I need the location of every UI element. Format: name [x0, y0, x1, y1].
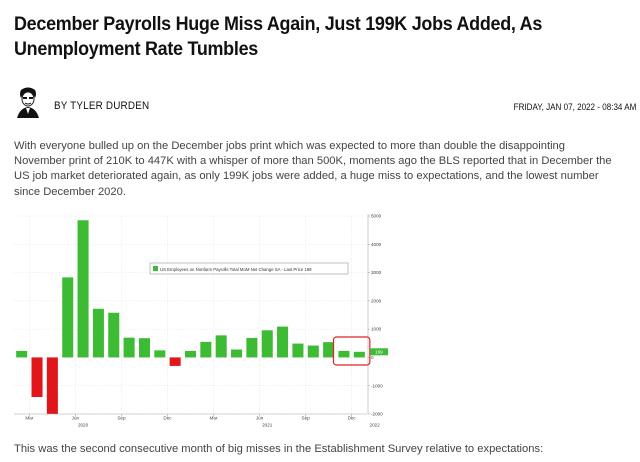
- chart-bar: [292, 343, 304, 358]
- chart-bar: [353, 351, 365, 358]
- x-tick-label: Sep: [302, 416, 311, 421]
- y-tick-label: 5000: [371, 214, 382, 219]
- chart-bar: [200, 341, 212, 358]
- chart-bar: [123, 337, 135, 358]
- chart-bar: [77, 220, 89, 358]
- x-tick-label: Jun: [72, 416, 80, 421]
- page-title: December Payrolls Huge Miss Again, Just …: [14, 13, 543, 60]
- chart-legend: US Employees on Nonfarm Payrolls Total M…: [149, 262, 349, 275]
- chart-bar: [62, 277, 74, 358]
- x-year-label: 2022: [370, 423, 381, 428]
- legend-swatch: [153, 266, 158, 271]
- article-paragraph: With everyone bulled up on the December …: [14, 140, 612, 198]
- chart-bar: [277, 326, 289, 358]
- article-paragraph-2: This was the second consecutive month of…: [14, 443, 544, 455]
- x-tick-label: Dec: [163, 416, 172, 421]
- x-tick-label: Jun: [256, 416, 264, 421]
- chart-x-axis: Mar Jun Sep Dec Mar Jun Sep Dec 2020 2021 2022: [14, 413, 381, 428]
- chart-bar: [184, 350, 197, 358]
- legend-label: US Employees on Nonfarm Payrolls Total M…: [160, 267, 312, 272]
- chart-y-axis: 5000 4000 3000 2000 1000 0 -1000 -2000: [367, 214, 383, 417]
- last-value-text: 199: [375, 349, 383, 354]
- chart-bar: [307, 345, 319, 358]
- chart-bar: [154, 350, 166, 358]
- chart-bar: [46, 357, 58, 414]
- chart-bar: [169, 357, 181, 366]
- chart-bar: [338, 350, 350, 358]
- x-year-label: 2021: [262, 423, 273, 428]
- chart-bar: [215, 335, 227, 358]
- chart-bar: [246, 337, 258, 358]
- chart-bar: [108, 312, 120, 358]
- payrolls-bar-chart: 5000 4000 3000 2000 1000 0 -1000 -2000 Mar Jun Se…: [12, 210, 390, 432]
- x-tick-label: Sep: [117, 416, 126, 421]
- y-tick-label: 1000: [371, 327, 382, 332]
- publish-date: FRIDAY, JAN 07, 2022 - 08:34 AM: [513, 102, 636, 113]
- chart-bars: [16, 220, 365, 414]
- author-byline[interactable]: BY TYLER DURDEN: [54, 100, 150, 112]
- chart-bar: [92, 308, 104, 358]
- author-avatar[interactable]: [14, 86, 42, 118]
- chart-bar: [231, 349, 243, 358]
- y-tick-label: 2000: [371, 298, 382, 303]
- y-tick-label: -1000: [371, 383, 383, 388]
- y-tick-label: 0: [371, 355, 374, 360]
- last-price-label: 199: [370, 348, 388, 356]
- y-tick-label: 4000: [371, 242, 382, 247]
- chart-bar: [138, 338, 150, 358]
- december-highlight-box: [332, 336, 371, 366]
- chart-bar: [323, 342, 335, 358]
- x-tick-label: Dec: [348, 416, 357, 421]
- y-tick-label: 3000: [371, 270, 382, 275]
- chart-bar: [261, 330, 273, 358]
- y-tick-label: -2000: [371, 412, 383, 417]
- chart-bar: [16, 350, 28, 358]
- x-tick-label: Mar: [210, 416, 218, 421]
- chart-bar: [31, 357, 43, 398]
- x-year-label: 2020: [78, 423, 89, 428]
- x-tick-label: Mar: [25, 416, 33, 421]
